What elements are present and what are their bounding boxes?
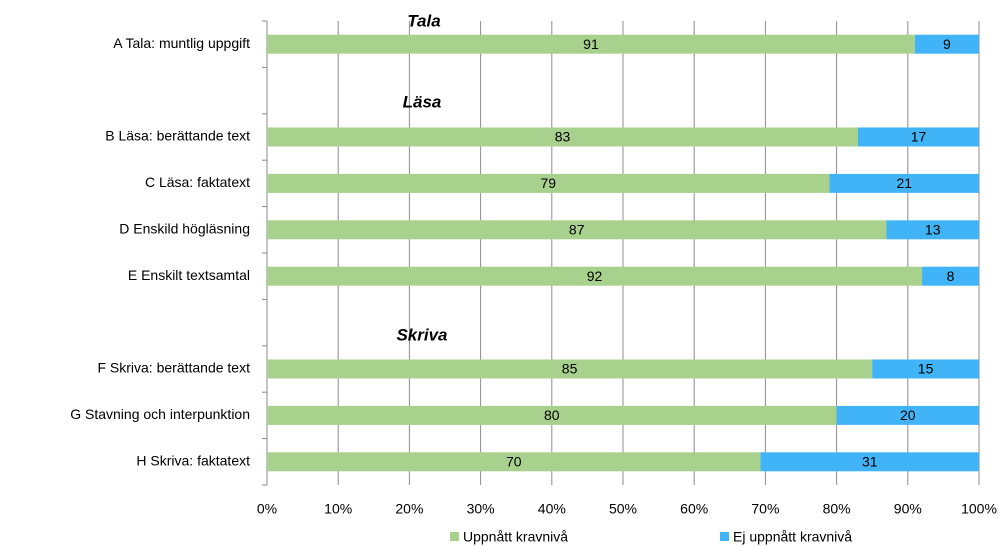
bar-segment [267, 405, 837, 425]
legend-label: Ej uppnått kravnivå [733, 529, 852, 545]
value-label: 80 [544, 407, 560, 423]
y-tick-label: C Läsa: faktatext [145, 174, 250, 190]
value-label: 9 [943, 36, 951, 52]
bar-segment [872, 359, 979, 379]
x-tick-label: 90% [894, 501, 922, 517]
y-tick-label: B Läsa: berättande text [105, 128, 250, 144]
bar-segment [886, 220, 979, 240]
x-tick-label: 30% [467, 501, 495, 517]
value-label: 85 [562, 361, 578, 377]
value-label: 21 [896, 175, 912, 191]
bar-segment [267, 359, 873, 379]
value-label: 83 [555, 129, 571, 145]
value-label: 79 [540, 175, 556, 191]
bar-segment [836, 405, 979, 425]
value-label: 15 [918, 361, 934, 377]
y-tick-label: G Stavning och interpunktion [70, 406, 250, 422]
section-heading: Tala [407, 11, 440, 30]
bar-segment [267, 220, 887, 240]
x-tick-label: 20% [395, 501, 423, 517]
x-tick-label: 40% [538, 501, 566, 517]
y-tick-label: E Enskilt textsamtal [128, 267, 250, 283]
legend-label: Uppnått kravnivå [463, 529, 568, 545]
bar-segment [267, 34, 915, 54]
legend-swatch [720, 532, 729, 541]
x-tick-label: 10% [324, 501, 352, 517]
value-label: 92 [587, 268, 603, 284]
x-tick-label: 60% [680, 501, 708, 517]
x-tick-label: 70% [751, 501, 779, 517]
value-label: 91 [583, 36, 599, 52]
value-label: 87 [569, 222, 585, 238]
section-heading: Skriva [396, 325, 447, 344]
value-label: 31 [862, 454, 878, 470]
bar-segment [267, 173, 830, 193]
y-tick-label: D Enskild högläsning [119, 221, 250, 237]
x-tick-label: 80% [823, 501, 851, 517]
bar-segment [267, 452, 761, 472]
value-label: 8 [947, 268, 955, 284]
bar-segment [760, 452, 979, 472]
y-tick-label: H Skriva: faktatext [136, 453, 250, 469]
bar-segment [922, 266, 979, 286]
bar-segment [267, 266, 923, 286]
y-tick-label: F Skriva: berättande text [97, 360, 250, 376]
x-tick-label: 50% [609, 501, 637, 517]
y-tick-label: A Tala: muntlig uppgift [113, 35, 250, 51]
bar-segment [857, 127, 979, 147]
legend-swatch [450, 532, 459, 541]
value-label: 70 [506, 454, 522, 470]
x-tick-label: 100% [961, 501, 997, 517]
bar-segment [267, 127, 858, 147]
bar-segment [829, 173, 979, 193]
x-tick-label: 0% [257, 501, 277, 517]
section-heading: Läsa [403, 92, 442, 111]
value-label: 13 [925, 222, 941, 238]
value-label: 17 [911, 129, 927, 145]
value-label: 20 [900, 407, 916, 423]
bar-segment [914, 34, 979, 54]
